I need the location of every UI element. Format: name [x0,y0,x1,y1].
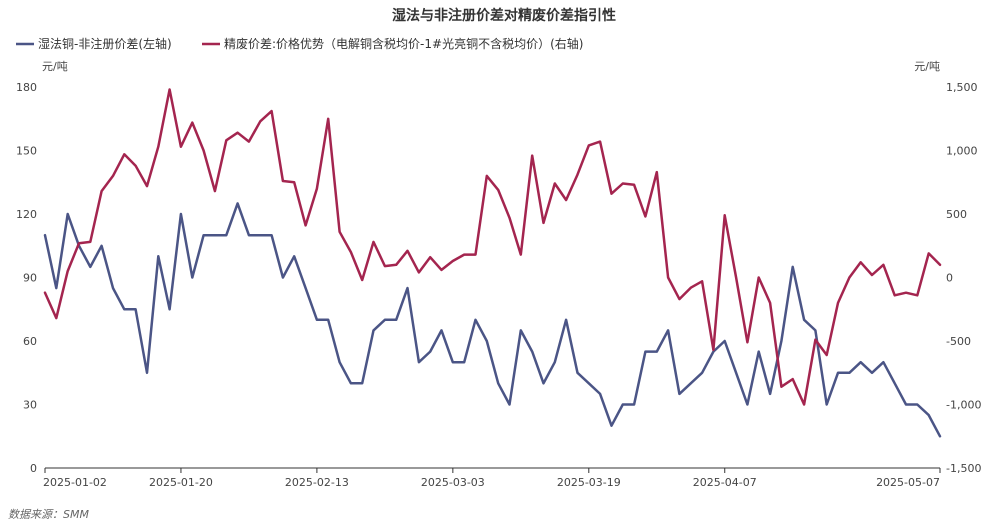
x-tick-label: 2025-01-20 [149,476,213,489]
series-line-scrap-spread [43,88,942,406]
left-tick-label: 0 [30,462,37,475]
right-tick-label: 1,000 [946,145,978,158]
left-tick-label: 60 [23,335,37,348]
data-source: 数据来源：SMM [8,508,89,521]
legend-label-wet-copper: 湿法铜-非注册价差(左轴) [38,36,172,51]
right-tick-label: -500 [946,335,971,348]
right-axis-ticks: -1,500 -1,000 -500 0 500 1,000 1,500 [946,81,981,475]
x-tick-label: 2025-05-07 [876,476,940,489]
left-tick-label: 90 [23,272,37,285]
right-axis-unit: 元/吨 [914,60,940,73]
x-tick-label: 2025-03-19 [557,476,621,489]
series-line-wet-copper [43,202,942,438]
x-tick-label: 2025-04-07 [693,476,757,489]
left-tick-label: 150 [16,145,37,158]
x-axis-ticks: 2025-01-02 2025-01-20 2025-02-13 2025-03-03… [43,468,941,489]
right-tick-label: 500 [946,208,967,221]
left-tick-label: 180 [16,81,37,94]
right-tick-label: -1,500 [946,462,981,475]
left-tick-label: 120 [16,208,37,221]
right-tick-label: -1,000 [946,399,981,412]
left-axis-unit: 元/吨 [42,60,68,73]
x-tick-label: 2025-02-13 [285,476,349,489]
right-tick-label: 1,500 [946,81,978,94]
right-tick-label: 0 [946,272,953,285]
series-lines [43,88,942,438]
chart-title: 湿法与非注册价差对精废价差指引性 [392,7,616,24]
left-axis-ticks: 0 30 60 90 120 150 180 [16,81,37,475]
x-tick-label: 2025-03-03 [421,476,485,489]
legend: 湿法铜-非注册价差(左轴) 精废价差:价格优势（电解铜含税均价-1#光亮铜不含税… [16,36,583,51]
left-tick-label: 30 [23,399,37,412]
x-tick-label: 2025-01-02 [43,476,107,489]
legend-label-scrap-spread: 精废价差:价格优势（电解铜含税均价-1#光亮铜不含税均价）(右轴) [224,36,583,51]
